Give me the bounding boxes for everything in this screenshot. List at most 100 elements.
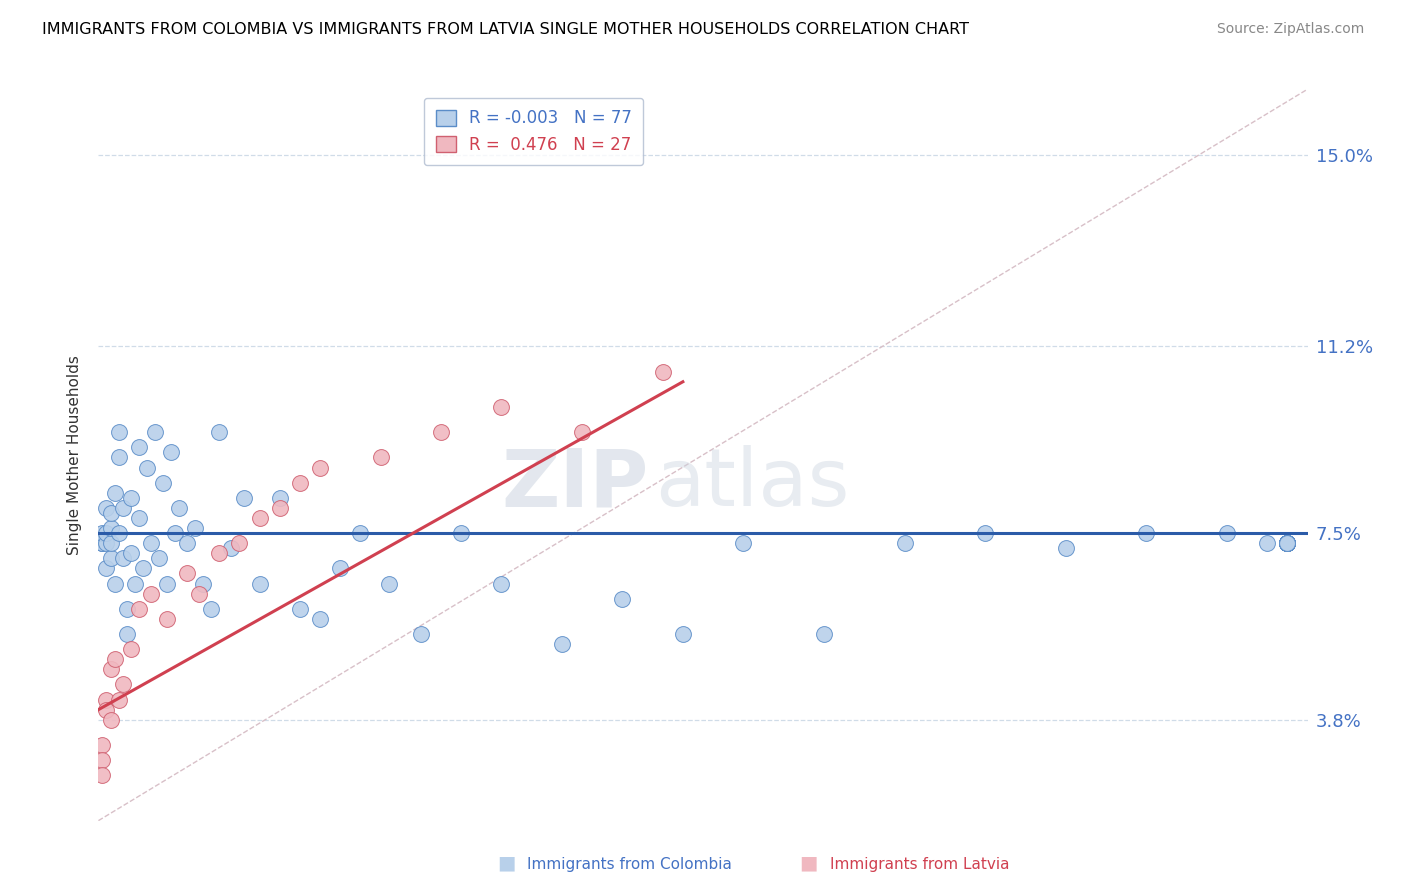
Point [91, 536, 114, 550]
Point [107, 450, 129, 465]
Point [107, 425, 129, 440]
Point [91, 768, 114, 782]
Point [135, 460, 157, 475]
Point [974, 526, 997, 541]
Point [651, 365, 673, 379]
Point [128, 441, 150, 455]
Point [91, 526, 114, 541]
Text: Immigrants from Latvia: Immigrants from Latvia [830, 857, 1010, 872]
Point [115, 627, 138, 641]
Point [156, 576, 179, 591]
Point [167, 500, 190, 515]
Point [96, 703, 118, 717]
Point [96, 692, 118, 706]
Point [96, 500, 118, 515]
Point [100, 713, 122, 727]
Point [309, 612, 332, 626]
Point [111, 500, 134, 515]
Text: IMMIGRANTS FROM COLOMBIA VS IMMIGRANTS FROM LATVIA SINGLE MOTHER HOUSEHOLDS CORR: IMMIGRANTS FROM COLOMBIA VS IMMIGRANTS F… [42, 22, 969, 37]
Point [370, 450, 392, 465]
Text: ZIP: ZIP [502, 445, 648, 524]
Point [96, 561, 118, 575]
Point [1277, 536, 1299, 550]
Point [430, 425, 453, 440]
Point [120, 546, 142, 560]
Point [120, 642, 142, 657]
Point [1277, 536, 1299, 550]
Point [1054, 541, 1077, 556]
Point [409, 627, 432, 641]
Point [1277, 536, 1299, 550]
Point [551, 637, 574, 651]
Point [91, 536, 114, 550]
Point [96, 536, 118, 550]
Point [156, 612, 179, 626]
Point [450, 526, 472, 541]
Point [329, 561, 352, 575]
Point [309, 460, 332, 475]
Point [160, 445, 183, 459]
Point [1277, 536, 1299, 550]
Point [100, 521, 122, 535]
Point [1277, 536, 1299, 550]
Point [1256, 536, 1278, 550]
Point [103, 485, 125, 500]
Point [349, 526, 371, 541]
Point [96, 526, 118, 541]
Point [120, 491, 142, 505]
Point [491, 576, 513, 591]
Point [128, 601, 150, 615]
Point [1135, 526, 1157, 541]
Text: Immigrants from Colombia: Immigrants from Colombia [527, 857, 733, 872]
Point [1216, 526, 1239, 541]
Point [132, 561, 155, 575]
Point [91, 536, 114, 550]
Point [139, 536, 162, 550]
Point [228, 536, 250, 550]
Point [176, 566, 198, 581]
Point [100, 506, 122, 520]
Point [1277, 536, 1299, 550]
Point [491, 400, 513, 414]
Text: Source: ZipAtlas.com: Source: ZipAtlas.com [1216, 22, 1364, 37]
Point [208, 425, 231, 440]
Point [124, 576, 146, 591]
Point [1277, 536, 1299, 550]
Point [143, 425, 166, 440]
Point [152, 475, 174, 490]
Text: ■: ■ [799, 854, 818, 872]
Point [288, 601, 311, 615]
Point [1277, 536, 1299, 550]
Point [115, 601, 138, 615]
Point [100, 536, 122, 550]
Point [91, 738, 114, 752]
Y-axis label: Single Mother Households: Single Mother Households [67, 355, 83, 555]
Point [813, 627, 835, 641]
Legend: R = -0.003   N = 77, R =  0.476   N = 27: R = -0.003 N = 77, R = 0.476 N = 27 [425, 97, 644, 165]
Point [893, 536, 915, 550]
Point [107, 526, 129, 541]
Point [100, 551, 122, 566]
Point [193, 576, 215, 591]
Point [184, 521, 207, 535]
Point [249, 576, 271, 591]
Point [249, 511, 271, 525]
Text: ■: ■ [496, 854, 516, 872]
Point [232, 491, 254, 505]
Point [377, 576, 399, 591]
Point [208, 546, 231, 560]
Point [107, 692, 129, 706]
Point [176, 536, 198, 550]
Point [200, 601, 222, 615]
Point [91, 753, 114, 767]
Point [288, 475, 311, 490]
Point [733, 536, 755, 550]
Point [103, 652, 125, 666]
Point [139, 587, 162, 601]
Point [1277, 536, 1299, 550]
Point [1277, 536, 1299, 550]
Point [100, 662, 122, 676]
Point [672, 627, 695, 641]
Point [221, 541, 243, 556]
Point [163, 526, 186, 541]
